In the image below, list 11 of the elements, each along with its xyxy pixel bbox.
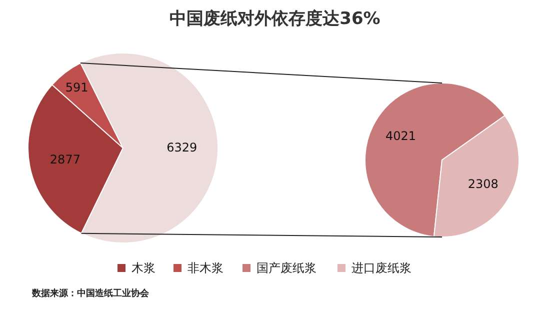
data-label: 2877 (50, 152, 80, 166)
data-label: 4021 (386, 128, 416, 143)
data-label: 6329 (166, 140, 198, 155)
source-note: 数据来源：中国造纸工业协会 (31, 288, 150, 299)
data-label: 591 (65, 80, 88, 95)
legend-label: 非木浆 (188, 261, 224, 275)
data-label: 2308 (468, 177, 498, 192)
legend-label: 国产废纸浆 (256, 261, 316, 275)
legend-label: 木浆 (132, 261, 156, 275)
text: 中国废纸对外依存度达36% (170, 9, 380, 29)
legend-label: 进口废纸浆 (352, 261, 412, 275)
